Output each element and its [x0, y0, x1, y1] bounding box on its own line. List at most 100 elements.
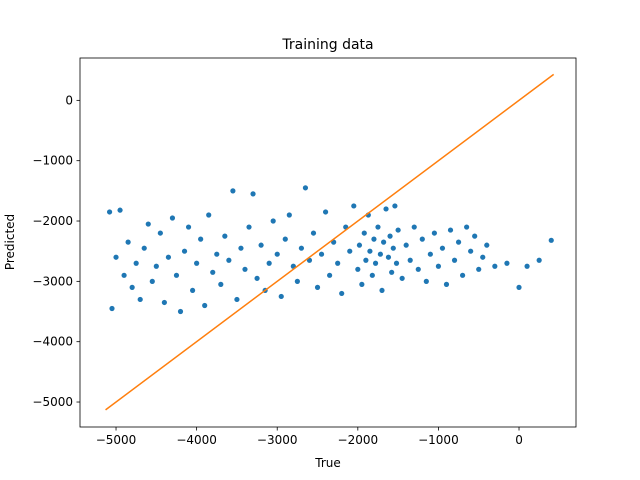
point: [455, 239, 462, 245]
point: [548, 237, 554, 243]
point: [254, 275, 260, 281]
point: [246, 224, 252, 230]
point: [359, 281, 365, 287]
point: [468, 248, 474, 254]
point: [113, 254, 119, 260]
point: [464, 224, 470, 230]
point: [314, 284, 321, 290]
point: [484, 242, 490, 248]
point: [286, 212, 292, 218]
point: [399, 275, 405, 281]
point: [181, 248, 188, 254]
point: [185, 224, 192, 230]
point: [361, 230, 367, 236]
point: [379, 287, 385, 294]
point: [459, 272, 466, 278]
point: [536, 257, 542, 263]
point: [476, 266, 482, 272]
point: [492, 263, 498, 269]
point: [278, 293, 284, 300]
point: [504, 260, 510, 266]
y-tick-label: −4000: [32, 335, 73, 349]
point: [372, 260, 379, 266]
point: [439, 245, 446, 251]
point: [137, 296, 143, 303]
y-tick-label: −2000: [32, 214, 73, 228]
point: [524, 263, 530, 269]
point: [435, 263, 442, 269]
point: [141, 245, 147, 251]
point: [214, 251, 220, 257]
point: [318, 251, 325, 257]
point: [447, 227, 454, 233]
point: [335, 260, 341, 266]
point: [165, 254, 172, 260]
x-axis-label: True: [314, 456, 341, 470]
point: [173, 272, 180, 278]
point: [310, 230, 317, 236]
point: [129, 284, 135, 290]
point: [389, 269, 395, 275]
point: [274, 251, 280, 257]
point: [194, 260, 200, 266]
point: [238, 245, 244, 251]
point: [302, 185, 309, 191]
x-tick-label: 0: [515, 433, 523, 447]
point: [392, 203, 398, 209]
point: [381, 239, 387, 245]
point: [356, 242, 363, 248]
point: [206, 212, 212, 218]
point: [347, 248, 353, 254]
x-tick-label: −2000: [338, 433, 379, 447]
point: [202, 302, 208, 309]
chart-title: Training data: [281, 37, 373, 53]
x-tick-label: −4000: [176, 433, 217, 447]
point: [419, 236, 425, 242]
x-tick-label: −5000: [96, 433, 137, 447]
y-axis-label: Predicted: [3, 214, 17, 270]
x-tick-label: −3000: [257, 433, 298, 447]
point: [387, 233, 393, 239]
point: [222, 233, 228, 239]
point: [250, 191, 256, 197]
point: [390, 245, 396, 251]
x-tick-label: −1000: [418, 433, 459, 447]
point: [383, 206, 389, 212]
point: [516, 284, 522, 290]
point: [411, 224, 417, 230]
point: [415, 266, 421, 272]
point: [395, 227, 401, 233]
point: [393, 260, 400, 266]
point: [125, 239, 131, 245]
point: [161, 299, 167, 306]
point: [169, 215, 176, 221]
point: [351, 203, 357, 209]
point: [121, 272, 127, 278]
point: [367, 248, 373, 254]
point: [258, 242, 264, 248]
plot-frame: [79, 57, 577, 428]
point: [117, 207, 123, 213]
point: [385, 254, 392, 260]
point: [294, 278, 300, 284]
point: [230, 188, 236, 194]
point: [153, 263, 159, 269]
point: [177, 308, 184, 315]
point: [189, 287, 196, 294]
point: [443, 281, 450, 287]
point: [363, 257, 369, 263]
point: [242, 266, 248, 272]
y-tick-label: −5000: [32, 395, 73, 409]
point: [423, 278, 429, 284]
y-tick-label: −1000: [32, 154, 73, 168]
point: [234, 296, 240, 303]
point: [403, 242, 409, 248]
point: [133, 260, 139, 266]
point: [369, 272, 375, 278]
point: [145, 221, 151, 227]
point: [282, 236, 288, 242]
point: [149, 278, 155, 284]
point: [226, 257, 232, 263]
point: [266, 260, 272, 266]
